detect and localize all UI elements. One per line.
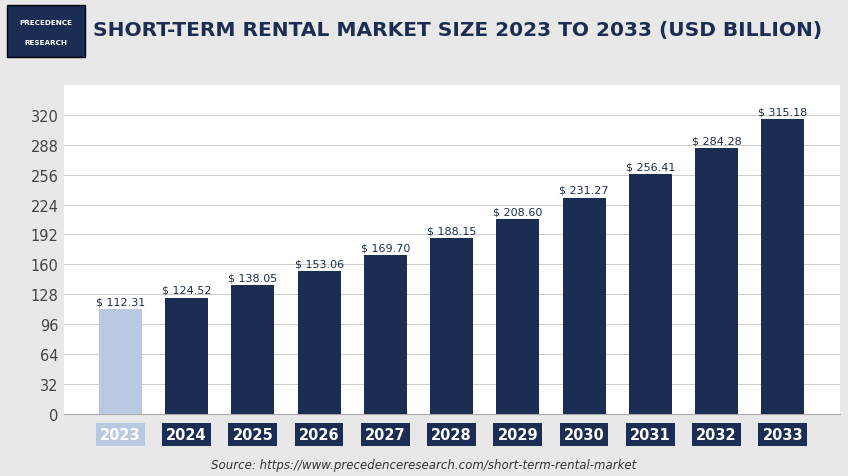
Bar bbox=[298, 271, 341, 414]
Bar bbox=[364, 256, 407, 414]
Text: 2028: 2028 bbox=[431, 427, 472, 442]
Bar bbox=[762, 120, 804, 414]
Bar bbox=[562, 198, 605, 414]
Text: 2026: 2026 bbox=[298, 427, 339, 442]
Text: 2024: 2024 bbox=[166, 427, 207, 442]
Text: 2023: 2023 bbox=[100, 427, 141, 442]
Text: Source: https://www.precedenceresearch.com/short-term-rental-market: Source: https://www.precedenceresearch.c… bbox=[211, 458, 637, 471]
Text: 2029: 2029 bbox=[498, 427, 538, 442]
Bar bbox=[695, 149, 738, 414]
Text: $ 208.60: $ 208.60 bbox=[493, 207, 543, 217]
Bar bbox=[430, 238, 473, 414]
Text: $ 256.41: $ 256.41 bbox=[626, 162, 675, 172]
Text: $ 169.70: $ 169.70 bbox=[360, 243, 410, 253]
Text: $ 284.28: $ 284.28 bbox=[692, 136, 741, 146]
Text: 2033: 2033 bbox=[762, 427, 803, 442]
FancyBboxPatch shape bbox=[7, 7, 85, 58]
Bar bbox=[496, 219, 539, 414]
Bar bbox=[232, 285, 275, 414]
Text: 2030: 2030 bbox=[564, 427, 605, 442]
Bar bbox=[165, 298, 208, 414]
Text: $ 188.15: $ 188.15 bbox=[427, 226, 477, 236]
Bar bbox=[99, 309, 142, 414]
Bar bbox=[628, 175, 672, 414]
Text: $ 153.06: $ 153.06 bbox=[294, 258, 343, 268]
Text: $ 124.52: $ 124.52 bbox=[162, 285, 211, 295]
Text: RESEARCH: RESEARCH bbox=[25, 40, 67, 45]
Text: 2032: 2032 bbox=[696, 427, 737, 442]
Text: 2031: 2031 bbox=[630, 427, 671, 442]
Text: SHORT-TERM RENTAL MARKET SIZE 2023 TO 2033 (USD BILLION): SHORT-TERM RENTAL MARKET SIZE 2023 TO 20… bbox=[93, 21, 823, 40]
Text: $ 231.27: $ 231.27 bbox=[560, 186, 609, 196]
Text: 2025: 2025 bbox=[232, 427, 273, 442]
Text: PRECEDENCE: PRECEDENCE bbox=[20, 20, 72, 26]
Text: $ 138.05: $ 138.05 bbox=[228, 273, 277, 283]
Text: $ 112.31: $ 112.31 bbox=[96, 297, 145, 307]
Text: 2027: 2027 bbox=[365, 427, 405, 442]
Text: $ 315.18: $ 315.18 bbox=[758, 107, 807, 117]
